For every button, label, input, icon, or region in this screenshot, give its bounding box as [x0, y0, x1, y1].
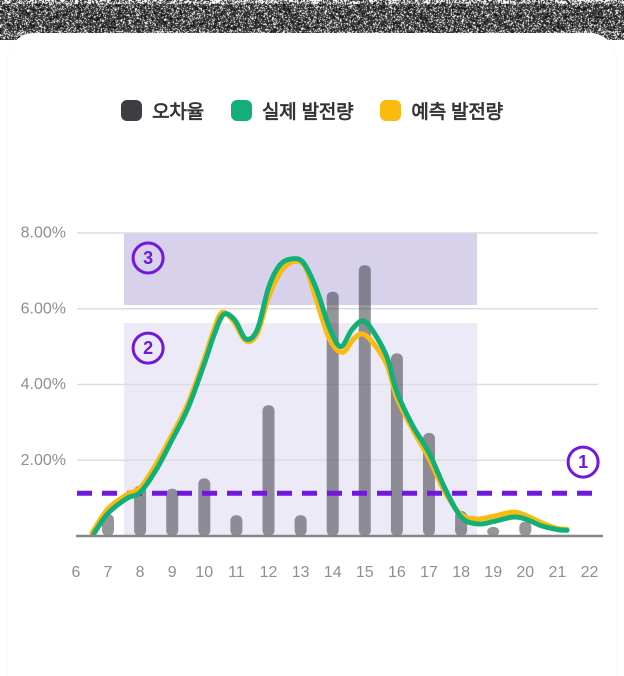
- x-tick-9: 9: [168, 564, 177, 581]
- x-tick-18: 18: [452, 564, 470, 581]
- x-tick-10: 10: [195, 564, 213, 581]
- error-bar-hour-8: [134, 485, 147, 536]
- chart-legend: 오차율 실제 발전량 예측 발전량: [0, 97, 624, 124]
- legend-item-error-rate[interactable]: 오차율: [121, 97, 204, 124]
- error-bar-hour-19: [487, 526, 500, 536]
- actual-generation-swatch-icon: [230, 100, 252, 121]
- legend-item-predicted-generation[interactable]: 예측 발전량: [380, 97, 503, 124]
- y-tick-6: 6.00%: [21, 300, 66, 317]
- error-bar-hour-20: [519, 521, 532, 536]
- x-tick-13: 13: [292, 564, 310, 581]
- annotation-circle-2: [131, 331, 165, 365]
- x-tick-7: 7: [104, 564, 113, 581]
- error-bar-hour-14: [326, 291, 339, 536]
- predicted-generation-swatch-icon: [380, 100, 402, 121]
- error-bar-hour-9: [166, 488, 179, 536]
- x-tick-17: 17: [420, 564, 438, 581]
- y-axis-tick-labels: 8.00% 6.00% 4.00% 2.00%: [21, 225, 66, 469]
- legend-label-error-rate: 오차율: [152, 102, 204, 123]
- numbered-annotations: 1 2 3: [131, 241, 600, 479]
- x-tick-8: 8: [136, 564, 145, 581]
- x-tick-22: 22: [581, 564, 599, 581]
- error-bar-hour-12: [262, 405, 275, 536]
- annotation-circle-1: [566, 445, 600, 479]
- x-axis-tick-labels: 6 7 8 9 10 11 12 13 14 15 16 17 18 19 20 21 22: [71, 564, 598, 581]
- x-tick-19: 19: [484, 564, 502, 581]
- annotation-number-2: 2: [143, 338, 153, 358]
- x-tick-15: 15: [356, 564, 374, 581]
- x-tick-14: 14: [324, 564, 342, 581]
- generation-curves: [89, 256, 570, 537]
- x-tick-6: 6: [71, 564, 80, 581]
- highlight-regions: [124, 233, 478, 536]
- highlight-region-3: [124, 233, 478, 305]
- x-tick-20: 20: [516, 564, 534, 581]
- error-bar-hour-13: [294, 515, 307, 536]
- legend-item-actual-generation[interactable]: 실제 발전량: [230, 97, 354, 124]
- legend-label-predicted-generation: 예측 발전량: [411, 102, 503, 123]
- annotation-circle-3: [131, 241, 165, 275]
- annotation-number-3: 3: [143, 248, 153, 268]
- error-rate-vs-generation-chart: 123 8.00%6.00%4.00%2.00% 6 7 8 9 10 11 12 13 14 1…: [21, 225, 603, 581]
- x-tick-12: 12: [260, 564, 278, 581]
- error-rate-swatch-icon: [121, 100, 143, 121]
- error-bar-hour-11: [230, 515, 243, 536]
- x-tick-16: 16: [388, 564, 406, 581]
- highlight-region-2: [124, 323, 478, 536]
- legend-label-actual-generation: 실제 발전량: [261, 102, 354, 123]
- error-bar-hour-10: [198, 478, 211, 536]
- curve-actual-generation: [91, 256, 570, 537]
- y-tick-2: 2.00%: [21, 452, 66, 469]
- annotation-number-1: 1: [578, 452, 588, 472]
- x-tick-21: 21: [549, 564, 567, 581]
- y-tick-8: 8.00%: [21, 225, 66, 242]
- x-tick-11: 11: [228, 564, 245, 581]
- y-tick-4: 4.00%: [21, 376, 66, 393]
